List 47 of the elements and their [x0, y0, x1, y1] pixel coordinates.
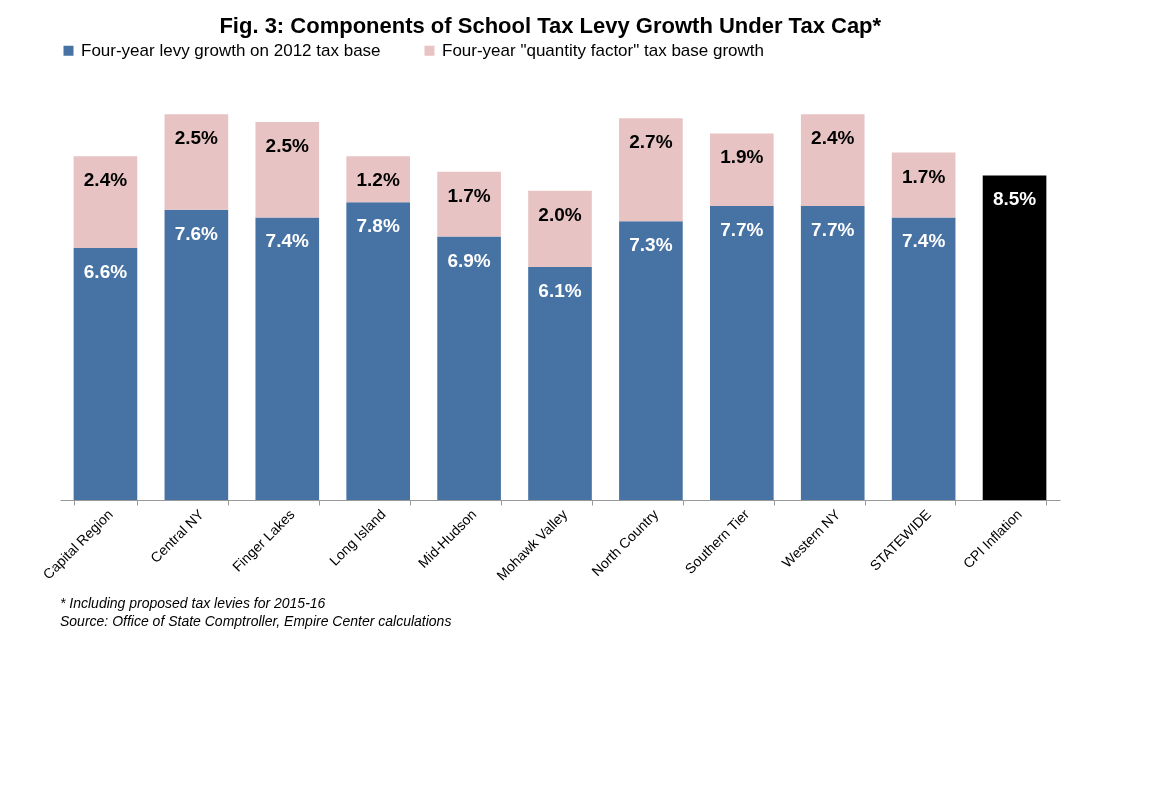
bar: [528, 267, 592, 500]
data-label: 2.4%: [811, 127, 855, 149]
data-label: 1.9%: [720, 146, 764, 168]
legend-label: Four-year levy growth on 2012 tax base: [81, 40, 381, 60]
data-label: 7.4%: [265, 230, 310, 252]
data-label: 7.3%: [629, 234, 673, 256]
bar: [891, 217, 956, 500]
bar: [619, 221, 683, 500]
bar: [346, 156, 410, 203]
bar: [437, 236, 501, 500]
bar: [891, 152, 956, 218]
data-label: 7.6%: [174, 222, 219, 244]
bar: [73, 248, 138, 500]
data-label: 6.6%: [83, 261, 128, 282]
data-label: 6.1%: [538, 280, 582, 302]
bar: [437, 171, 501, 237]
chart-title: Fig. 3: Components of School Tax Levy Growth Under Tax Cap*: [219, 13, 882, 38]
source-note: Source: Office of State Comptroller, Empire Center calculations: [60, 613, 452, 629]
bar: [164, 209, 229, 500]
bar: [800, 206, 865, 500]
bar: [710, 133, 774, 206]
bar: [346, 202, 410, 500]
data-label: 7.7%: [720, 219, 764, 240]
data-label: 7.8%: [356, 215, 400, 237]
bar: [164, 114, 229, 210]
data-label: 1.2%: [356, 169, 400, 191]
bar: [710, 206, 774, 500]
bar: [255, 217, 320, 500]
data-label: 8.5%: [992, 188, 1037, 210]
bar: [800, 114, 865, 206]
data-label: 7.4%: [901, 230, 946, 252]
data-label: 2.5%: [174, 127, 219, 149]
data-label: 2.7%: [629, 131, 673, 153]
bar: [528, 190, 592, 268]
bar: [619, 118, 683, 222]
data-label: 1.7%: [447, 184, 491, 206]
data-label: 2.5%: [265, 135, 310, 156]
bar: [982, 175, 1047, 500]
data-label: 1.7%: [901, 165, 946, 187]
text: * Including proposed tax levies for 2015-16: [60, 595, 326, 611]
bar: [255, 122, 320, 218]
data-label: 6.9%: [447, 249, 491, 271]
data-label: 2.4%: [83, 169, 128, 191]
legend-label: Four-year "quantity factor" tax base growth: [442, 40, 764, 60]
bar: [73, 156, 138, 248]
data-label: 2.0%: [538, 203, 582, 225]
data-label: 7.7%: [811, 219, 855, 240]
